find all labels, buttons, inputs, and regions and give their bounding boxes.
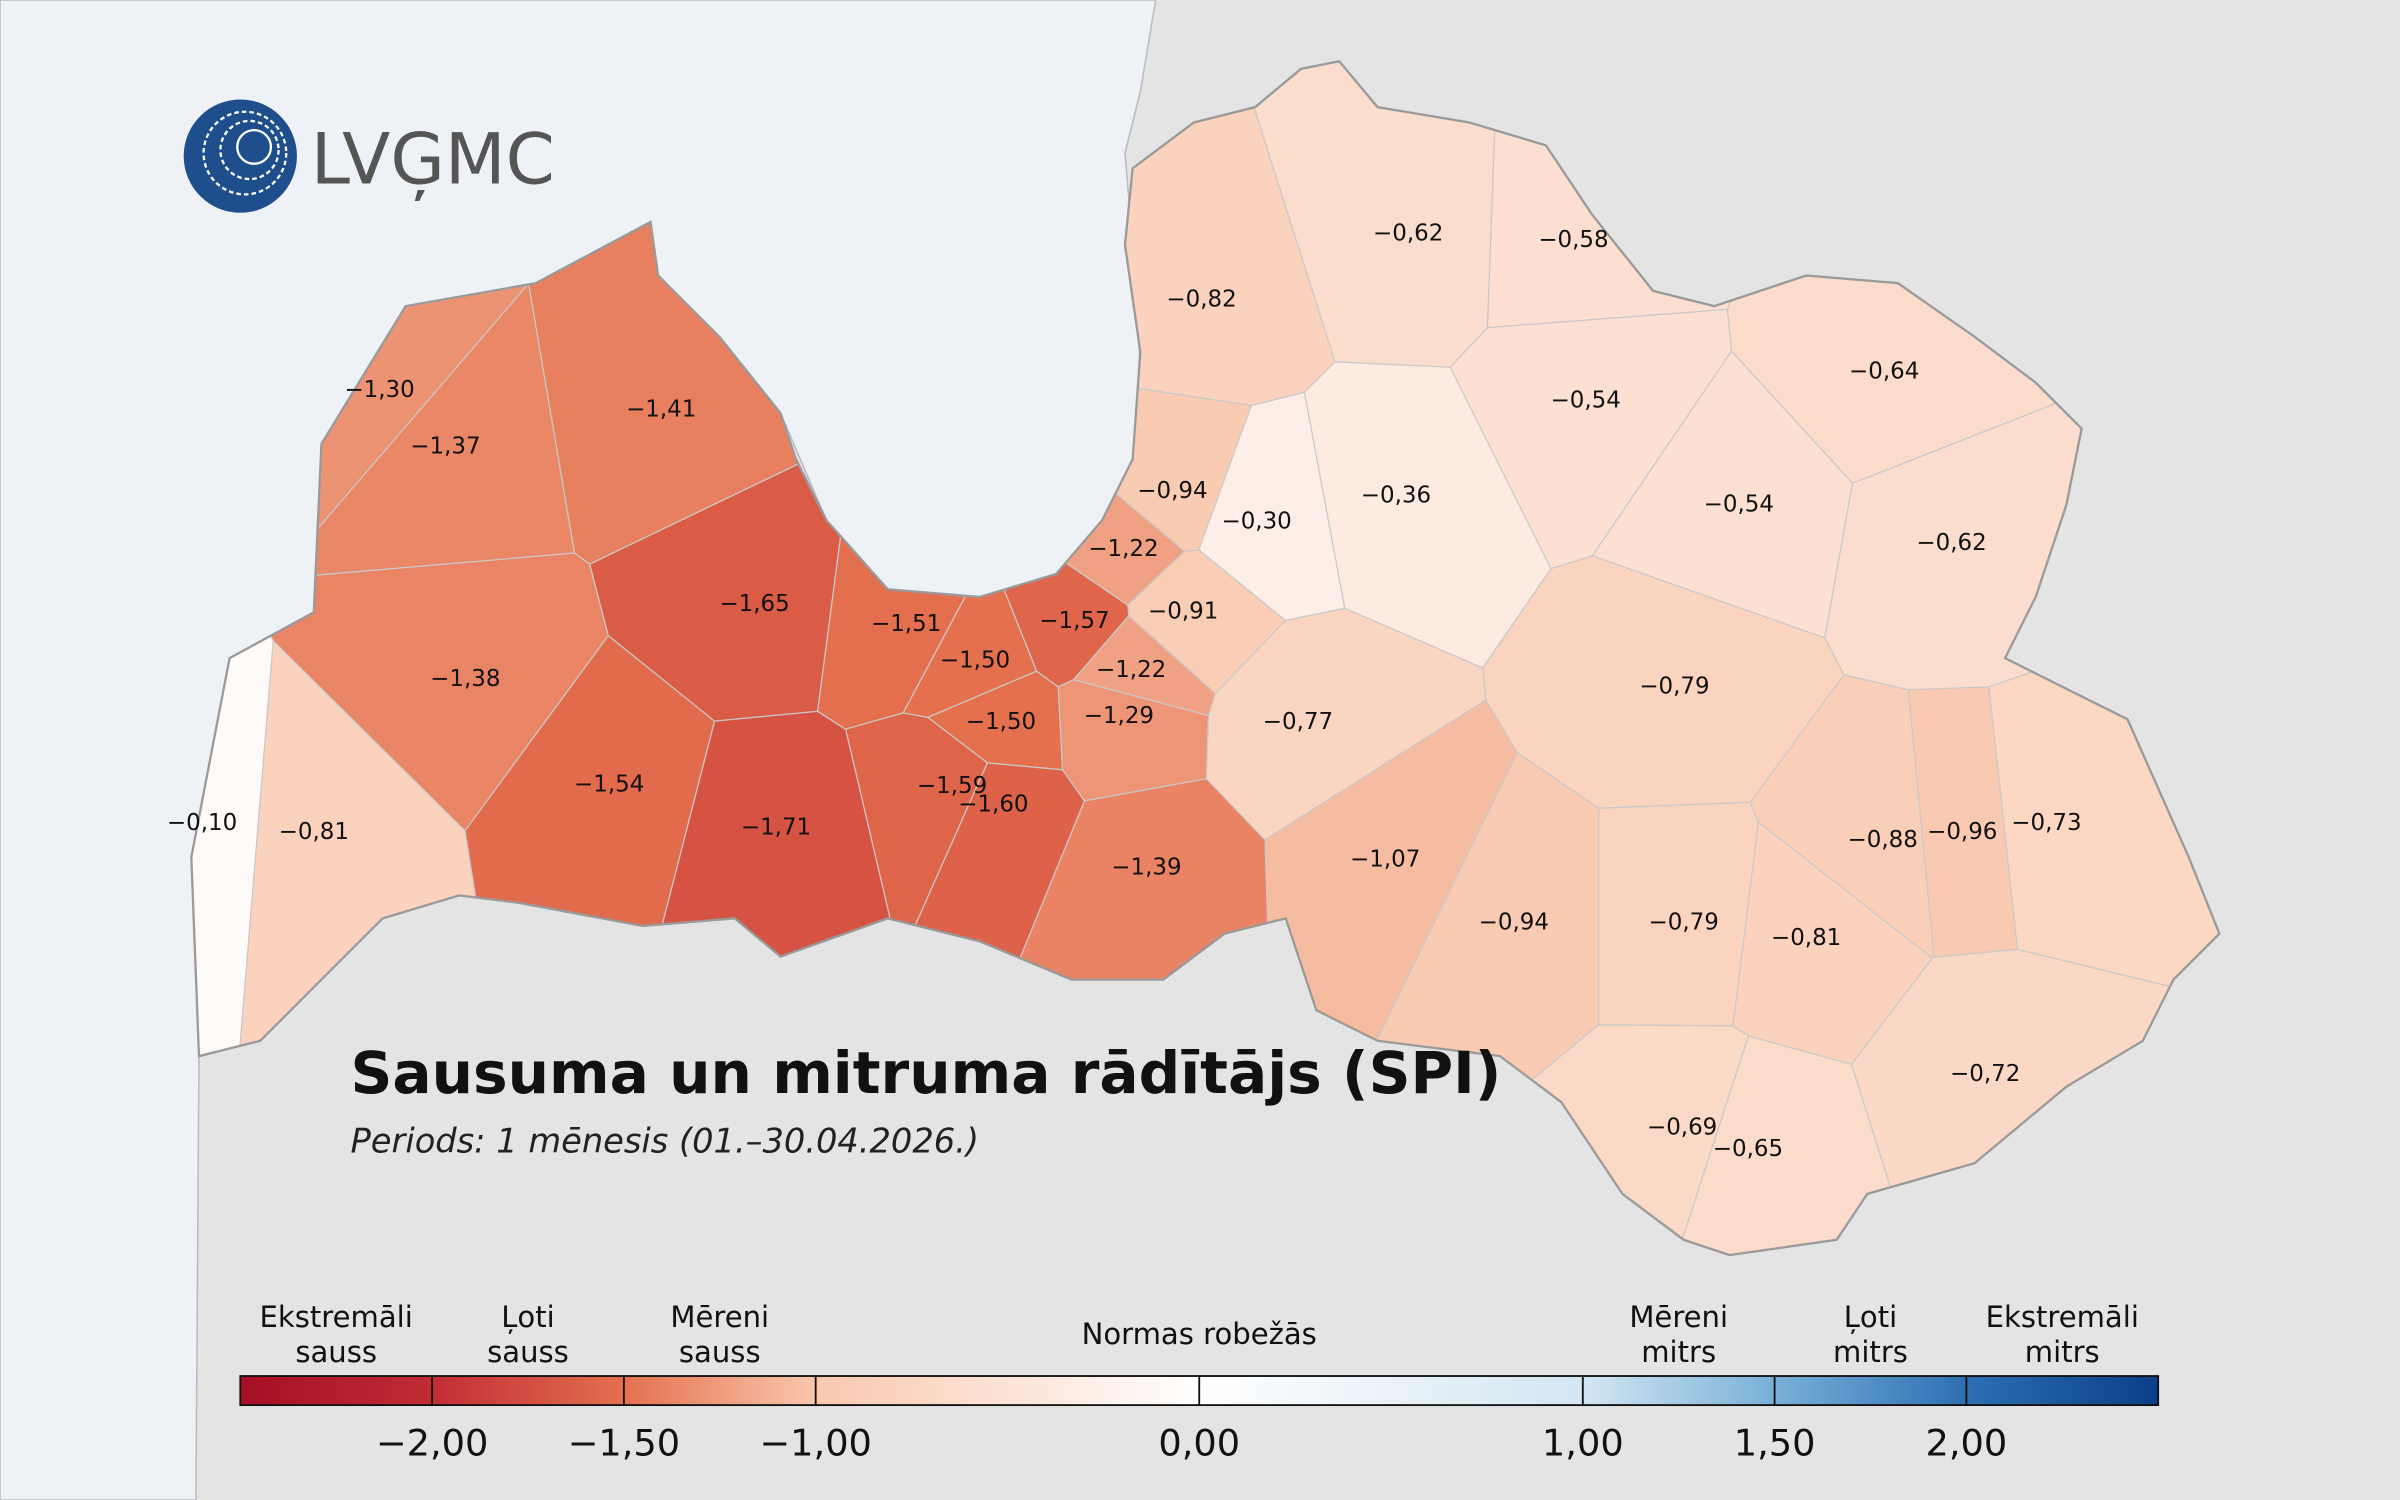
region-label: −1,59 — [917, 773, 987, 799]
region-label: −0,94 — [1479, 909, 1549, 935]
region-label: −0,79 — [1649, 909, 1719, 935]
region-label: −1,38 — [430, 666, 500, 692]
legend-category: Normas robežās — [1082, 1317, 1317, 1351]
region-label: −0,94 — [1137, 478, 1207, 504]
legend-category: Ļoti — [501, 1300, 554, 1334]
region-label: −0,69 — [1647, 1115, 1717, 1141]
legend: −2,00 −1,50 −1,00 0,00 1,00 1,50 2,00 Ekstremāl… — [239, 1300, 2160, 1465]
legend-tick-label: −1,50 — [568, 1422, 681, 1465]
legend-category: sauss — [679, 1335, 761, 1369]
region-label: −0,54 — [1704, 492, 1774, 518]
region-label: −0,91 — [1148, 599, 1218, 625]
legend-tick-label: 0,00 — [1158, 1422, 1240, 1465]
logo-text: LVĢMC — [311, 119, 555, 202]
region-label: −1,29 — [1084, 703, 1154, 729]
legend-category: mitrs — [2025, 1335, 2100, 1369]
region-label: −0,62 — [1373, 221, 1443, 247]
region-label: −0,88 — [1848, 827, 1918, 853]
region-label: −0,64 — [1849, 358, 1919, 384]
region-label: −0,96 — [1927, 819, 1997, 845]
region-label: −0,79 — [1639, 674, 1709, 700]
legend-tick-label: −1,00 — [759, 1422, 872, 1465]
legend-category: Mēreni — [670, 1300, 769, 1334]
title: Sausuma un mitruma rādītājs (SPI) — [351, 1039, 1502, 1107]
legend-category: sauss — [295, 1335, 377, 1369]
region-label: −0,65 — [1713, 1136, 1783, 1162]
region-label: −0,10 — [167, 810, 237, 836]
region-label: −0,72 — [1950, 1061, 2020, 1087]
region-label: −0,36 — [1361, 482, 1431, 508]
region-label: −0,81 — [1771, 925, 1841, 951]
region-label: −1,22 — [1096, 657, 1166, 683]
region-label: −1,07 — [1350, 847, 1420, 873]
region-label: −1,41 — [626, 397, 696, 423]
region-label: −1,37 — [410, 433, 480, 459]
region-label: −1,57 — [1039, 608, 1109, 634]
region-label: −1,50 — [966, 709, 1036, 735]
legend-category: Ļoti — [1844, 1300, 1897, 1334]
legend-category: Mēreni — [1629, 1300, 1728, 1334]
legend-category: Ekstremāli — [260, 1300, 413, 1334]
legend-tick-label: 1,00 — [1542, 1422, 1624, 1465]
country-outline — [190, 59, 2221, 1257]
region-label: −1,39 — [1111, 854, 1181, 880]
region-labels: −1,30 −1,37 −1,41 −1,38 −1,65 −1,54 −1,71 −0,10… — [167, 221, 2082, 1162]
region-label: −1,30 — [344, 377, 414, 403]
region-label: −1,22 — [1088, 536, 1158, 562]
legend-tick-label: 2,00 — [1925, 1422, 2007, 1465]
region-label: −0,81 — [279, 819, 349, 845]
legend-category: sauss — [487, 1335, 569, 1369]
region-label: −0,82 — [1166, 287, 1236, 313]
region-label: −1,71 — [741, 815, 811, 841]
region-label: −1,50 — [940, 648, 1010, 674]
region-label: −1,54 — [574, 772, 644, 798]
region-label: −0,54 — [1551, 388, 1621, 414]
legend-tick-label: 1,50 — [1734, 1422, 1816, 1465]
legend-category: mitrs — [1641, 1335, 1716, 1369]
legend-category: mitrs — [1833, 1335, 1908, 1369]
region-label: −0,58 — [1538, 227, 1608, 253]
region-label: −1,51 — [871, 611, 941, 637]
region-label: −0,77 — [1263, 709, 1333, 735]
region-label: −0,30 — [1221, 508, 1291, 534]
logo-ring — [236, 128, 273, 165]
region-label: −1,65 — [719, 591, 789, 617]
legend-category: Ekstremāli — [1986, 1300, 2139, 1334]
region-label: −0,73 — [2011, 810, 2081, 836]
logo: LVĢMC — [183, 99, 555, 213]
legend-tick-label: −2,00 — [376, 1422, 489, 1465]
subtitle: Periods: 1 mēnesis (01.–30.04.2026.) — [351, 1122, 980, 1161]
region-label: −0,62 — [1916, 530, 1986, 556]
region-label: −1,60 — [958, 792, 1028, 818]
